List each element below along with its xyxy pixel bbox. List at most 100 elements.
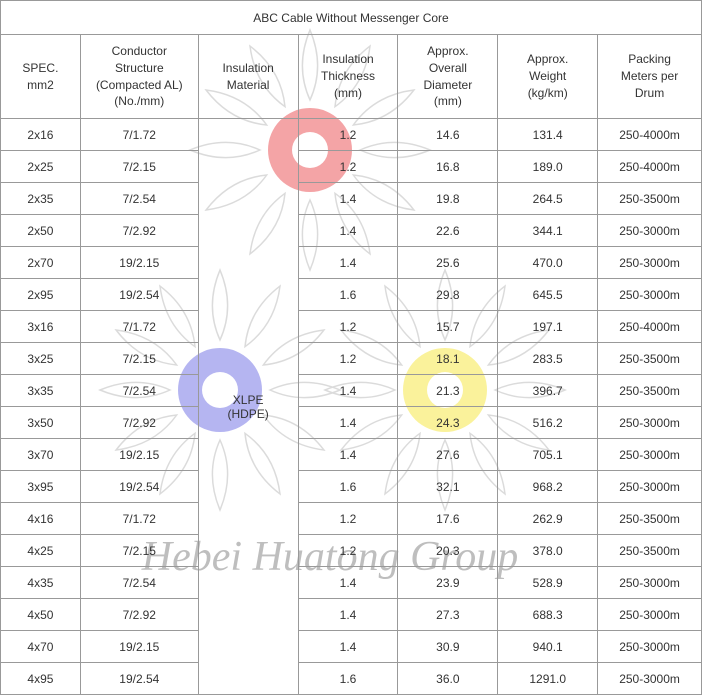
table-row: 4x357/2.54 1.423.9528.9250-3000m: [1, 567, 702, 599]
cell: 705.1: [498, 439, 598, 471]
cell: 396.7: [498, 375, 598, 407]
cell: 19/2.15: [80, 631, 198, 663]
cell: 250-3500m: [598, 535, 702, 567]
cell: 29.8: [398, 279, 498, 311]
table-row: 2x257/2.151.216.8189.0250-4000m: [1, 151, 702, 183]
col-conductor: ConductorStructure(Compacted AL)(No./mm): [80, 35, 198, 119]
cell: 7/1.72: [80, 311, 198, 343]
table-row: 2x357/2.541.419.8264.5250-3500m: [1, 183, 702, 215]
cell: 27.6: [398, 439, 498, 471]
cell: 1.2: [298, 311, 398, 343]
cell: 7/2.92: [80, 407, 198, 439]
cell: 250-4000m: [598, 311, 702, 343]
title-row: ABC Cable Without Messenger Core: [1, 1, 702, 35]
cell: 19.8: [398, 183, 498, 215]
cell: 1.2: [298, 151, 398, 183]
cell: 250-3000m: [598, 567, 702, 599]
cell: 18.1: [398, 343, 498, 375]
table-title: ABC Cable Without Messenger Core: [1, 1, 702, 35]
cell: 15.7: [398, 311, 498, 343]
cell: 1.4: [298, 439, 398, 471]
cell: 528.9: [498, 567, 598, 599]
cell: 250-3000m: [598, 631, 702, 663]
cell: 19/2.54: [80, 279, 198, 311]
cell: 2x16: [1, 119, 81, 151]
cell: 968.2: [498, 471, 598, 503]
cell: 250-3000m: [598, 279, 702, 311]
cell: 1.2: [298, 535, 398, 567]
cell: 4x16: [1, 503, 81, 535]
cell: 7/1.72: [80, 503, 198, 535]
cell: 14.6: [398, 119, 498, 151]
cell: 1.2: [298, 343, 398, 375]
cell: 250-3000m: [598, 663, 702, 695]
cell: 250-3500m: [598, 183, 702, 215]
cell: 2x25: [1, 151, 81, 183]
table-row: 2x507/2.921.422.6344.1250-3000m: [1, 215, 702, 247]
cell: 3x50: [1, 407, 81, 439]
cell: 1.2: [298, 503, 398, 535]
cell: 645.5: [498, 279, 598, 311]
cell: 250-3000m: [598, 215, 702, 247]
cell: 4x95: [1, 663, 81, 695]
cell: 1.6: [298, 279, 398, 311]
table-row: 2x167/1.72XLPE(HDPE)1.214.6131.4250-4000…: [1, 119, 702, 151]
table-row: 3x257/2.151.218.1283.5250-3500m: [1, 343, 702, 375]
table-row: 4x507/2.921.427.3688.3250-3000m: [1, 599, 702, 631]
cell: 250-3000m: [598, 471, 702, 503]
cell: 4x50: [1, 599, 81, 631]
insulation-material-cell: XLPE(HDPE): [198, 119, 298, 695]
cell: 344.1: [498, 215, 598, 247]
table-row: 4x7019/2.15 1.430.9940.1250-3000m: [1, 631, 702, 663]
cell: 250-3000m: [598, 407, 702, 439]
col-weight: Approx.Weight(kg/km): [498, 35, 598, 119]
cell: 21.3: [398, 375, 498, 407]
cell: 1.6: [298, 471, 398, 503]
cell: 3x25: [1, 343, 81, 375]
cell: 1.4: [298, 375, 398, 407]
table-body: 2x167/1.72XLPE(HDPE)1.214.6131.4250-4000…: [1, 119, 702, 695]
cell: 27.3: [398, 599, 498, 631]
cell: 7/2.54: [80, 567, 198, 599]
cell: 1.4: [298, 599, 398, 631]
cell: 4x35: [1, 567, 81, 599]
cell: 378.0: [498, 535, 598, 567]
cell: 250-3500m: [598, 343, 702, 375]
cell: 16.8: [398, 151, 498, 183]
table-row: 4x257/2.151.220.3378.0250-3500m: [1, 535, 702, 567]
cable-spec-table: ABC Cable Without Messenger Core SPEC.mm…: [0, 0, 702, 695]
cell: 1.4: [298, 183, 398, 215]
table-row: 4x9519/2.541.636.01291.0250-3000m: [1, 663, 702, 695]
cell: 7/2.92: [80, 599, 198, 631]
cell: 20.3: [398, 535, 498, 567]
cell: 1.4: [298, 631, 398, 663]
cell: 516.2: [498, 407, 598, 439]
cell: 3x16: [1, 311, 81, 343]
cell: 250-4000m: [598, 119, 702, 151]
cell: 1.2: [298, 119, 398, 151]
cell: 250-3000m: [598, 247, 702, 279]
table-row: 3x7019/2.151.427.6705.1250-3000m: [1, 439, 702, 471]
cell: 24.3: [398, 407, 498, 439]
cell: 189.0: [498, 151, 598, 183]
cell: 250-3000m: [598, 439, 702, 471]
col-insul-mat: InsulationMaterial: [198, 35, 298, 119]
cell: 30.9: [398, 631, 498, 663]
table-row: 2x9519/2.541.629.8645.5250-3000m: [1, 279, 702, 311]
cell: 1.4: [298, 407, 398, 439]
cell: 23.9: [398, 567, 498, 599]
cell: 17.6: [398, 503, 498, 535]
cell: 3x95: [1, 471, 81, 503]
cell: 36.0: [398, 663, 498, 695]
cell: 1.4: [298, 567, 398, 599]
cell: 3x35: [1, 375, 81, 407]
cell: 1.4: [298, 247, 398, 279]
cell: 4x70: [1, 631, 81, 663]
cell: 7/1.72: [80, 119, 198, 151]
cell: 197.1: [498, 311, 598, 343]
cell: 250-4000m: [598, 151, 702, 183]
table-row: 3x167/1.72 1.215.7197.1250-4000m: [1, 311, 702, 343]
cell: 19/2.15: [80, 439, 198, 471]
cell: 250-3500m: [598, 503, 702, 535]
cell: 940.1: [498, 631, 598, 663]
